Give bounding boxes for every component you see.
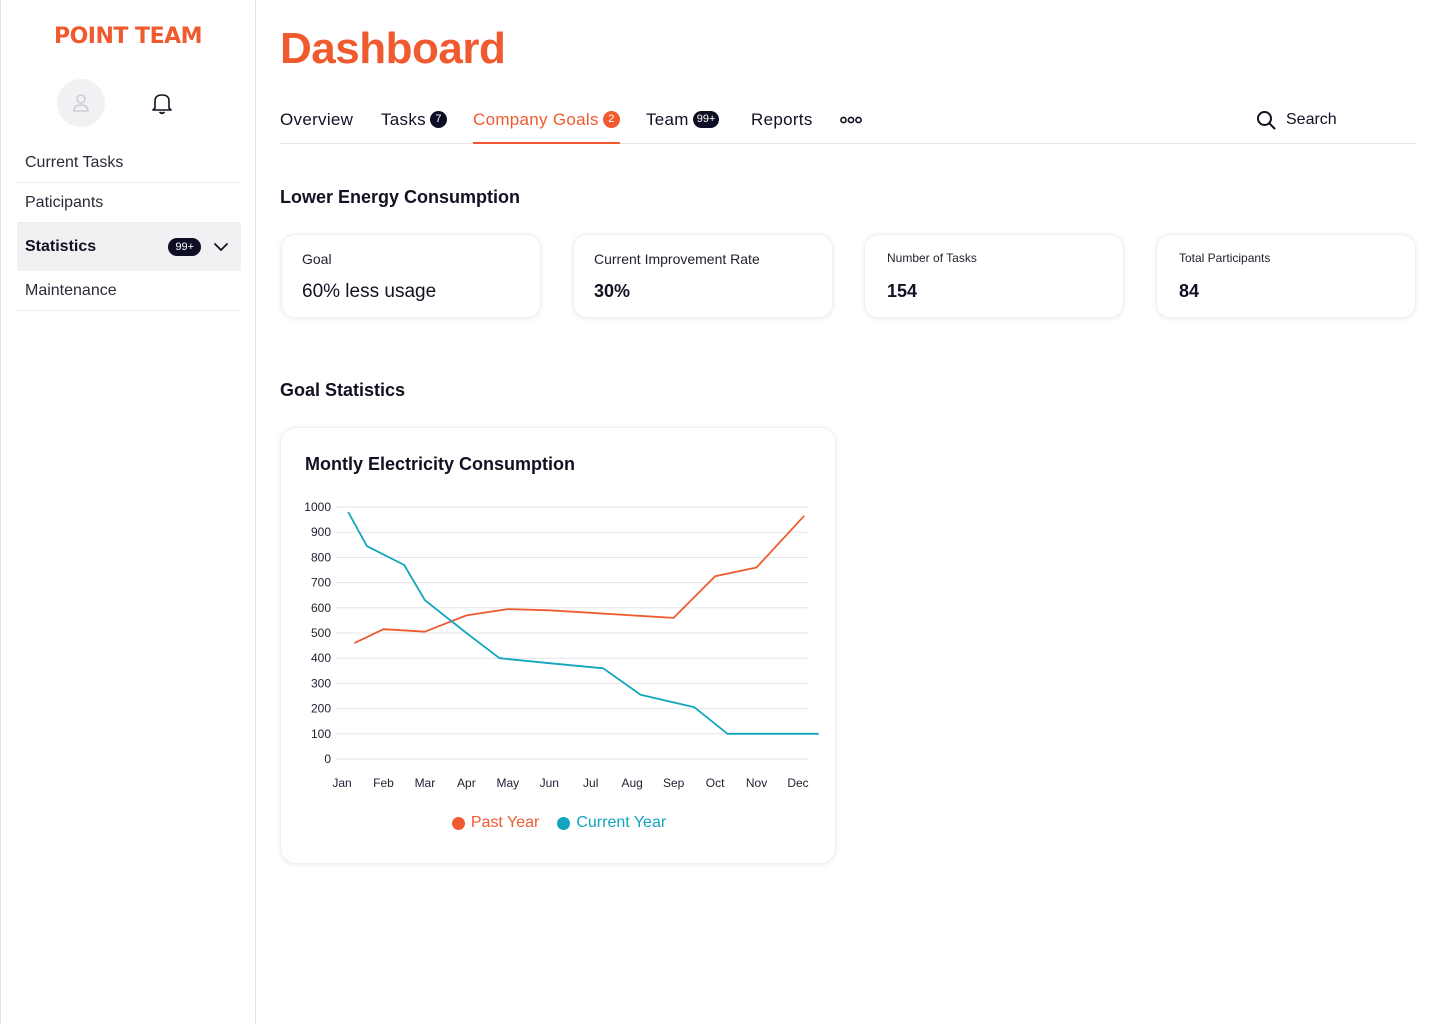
tab-team[interactable]: Team 99+	[646, 96, 720, 144]
chevron-down-icon[interactable]	[213, 239, 229, 255]
x-tick-label: Jan	[332, 776, 351, 790]
tab-label: Team	[646, 110, 689, 129]
legend-dot	[557, 816, 571, 830]
tab-label: Company Goals	[473, 110, 599, 129]
legend-label: Current Year	[576, 814, 667, 831]
sidebar-item-label: Current Tasks	[25, 154, 124, 171]
sidebar-item-label: Paticipants	[25, 194, 104, 211]
notifications-button[interactable]	[149, 90, 175, 116]
x-tick-label: Dec	[787, 776, 808, 790]
tab-reports[interactable]: Reports	[751, 96, 813, 144]
tab-count-badge: 2	[602, 110, 620, 128]
card-label: Number of Tasks	[887, 251, 977, 265]
x-tick-label: Feb	[373, 776, 394, 790]
sidebar-item-maintenance[interactable]: Maintenance	[17, 271, 241, 311]
x-tick-label: May	[496, 776, 519, 790]
y-tick-label: 200	[311, 702, 331, 716]
line-chart: 0 100 200 300 400 500 600 700 800 900 1000 Jan Feb Ma…	[304, 500, 819, 790]
series-line-past-year	[354, 515, 805, 644]
y-tick-label: 700	[311, 576, 331, 590]
tab-company-goals[interactable]: Company Goals 2	[473, 96, 620, 144]
x-tick-label: Jul	[583, 776, 598, 790]
x-tick-label: Nov	[746, 776, 767, 790]
page-title: Dashboard	[280, 24, 506, 73]
series-line-current-year	[347, 511, 819, 735]
tab-count-badge: 99+	[692, 110, 720, 128]
y-tick-label: 400	[311, 651, 331, 665]
chart-card: Montly Electricity Consumption 0 100 200 30…	[280, 427, 836, 864]
card-label: Total Participants	[1179, 251, 1271, 265]
legend-item-past-year[interactable]: Past Year	[451, 814, 540, 832]
sidebar-item-participants[interactable]: Paticipants	[17, 183, 241, 223]
sidebar: POINT TEAM Current Tasks Paticipants Sta…	[0, 0, 256, 1024]
tab-bar: Overview Tasks 7 Company Goals 2 Team 99+ R…	[280, 96, 1416, 144]
search-label: Search	[1286, 111, 1337, 128]
tab-label: Overview	[280, 110, 354, 129]
search-button[interactable]: Search	[1236, 96, 1416, 144]
x-tick-label: Sep	[663, 776, 685, 790]
y-tick-label: 1000	[304, 500, 331, 514]
x-tick-label: Mar	[415, 776, 436, 790]
x-tick-label: Aug	[622, 776, 643, 790]
improvement-rate-card: Current Improvement Rate 30%	[573, 234, 833, 318]
card-value: 84	[1179, 281, 1200, 301]
goal-card: Goal 60% less usage	[281, 234, 541, 318]
tab-count-badge: 7	[429, 110, 447, 128]
statistics-badge: 99+	[168, 238, 201, 256]
chart-title: Montly Electricity Consumption	[305, 454, 576, 474]
goal-section-title: Lower Energy Consumption	[280, 187, 521, 207]
legend-dot	[451, 816, 465, 830]
tasks-count-card: Number of Tasks 154	[864, 234, 1124, 318]
sidebar-item-statistics[interactable]: Statistics 99+	[17, 223, 241, 271]
avatar[interactable]	[57, 79, 105, 127]
sidebar-nav: Current Tasks Paticipants Statistics 99+…	[17, 143, 241, 311]
card-value: 60% less usage	[302, 281, 437, 302]
search-icon	[1257, 111, 1276, 130]
x-tick-label: Jun	[540, 776, 559, 790]
user-icon	[73, 94, 89, 112]
card-label: Goal	[302, 251, 332, 267]
legend-item-current-year[interactable]: Current Year	[557, 814, 666, 832]
tab-label: Reports	[751, 110, 813, 129]
tab-overview[interactable]: Overview	[280, 96, 353, 144]
chart-legend: Past Year Current Year	[281, 814, 837, 832]
stats-section-title: Goal Statistics	[280, 380, 406, 400]
legend-label: Past Year	[470, 814, 540, 831]
sidebar-item-label: Maintenance	[25, 282, 117, 299]
y-tick-label: 0	[324, 752, 331, 766]
card-value: 154	[887, 281, 918, 301]
y-tick-label: 500	[311, 626, 331, 640]
y-tick-label: 900	[311, 525, 331, 539]
bell-icon	[152, 94, 172, 115]
participants-count-card: Total Participants 84	[1156, 234, 1416, 318]
x-tick-label: Apr	[457, 776, 476, 790]
tab-label: Tasks	[381, 110, 426, 129]
y-tick-label: 800	[311, 550, 331, 564]
card-value: 30%	[594, 281, 631, 301]
sidebar-item-current-tasks[interactable]: Current Tasks	[17, 143, 241, 183]
x-tick-label: Oct	[706, 776, 725, 790]
sidebar-item-label: Statistics	[25, 238, 97, 255]
y-tick-label: 100	[311, 727, 331, 741]
y-tick-label: 300	[311, 676, 331, 690]
tab-tasks[interactable]: Tasks 7	[381, 96, 447, 144]
y-tick-label: 600	[311, 601, 331, 615]
more-icon[interactable]	[840, 113, 862, 127]
brand-logo[interactable]: POINT TEAM	[53, 24, 203, 49]
card-label: Current Improvement Rate	[594, 251, 760, 267]
